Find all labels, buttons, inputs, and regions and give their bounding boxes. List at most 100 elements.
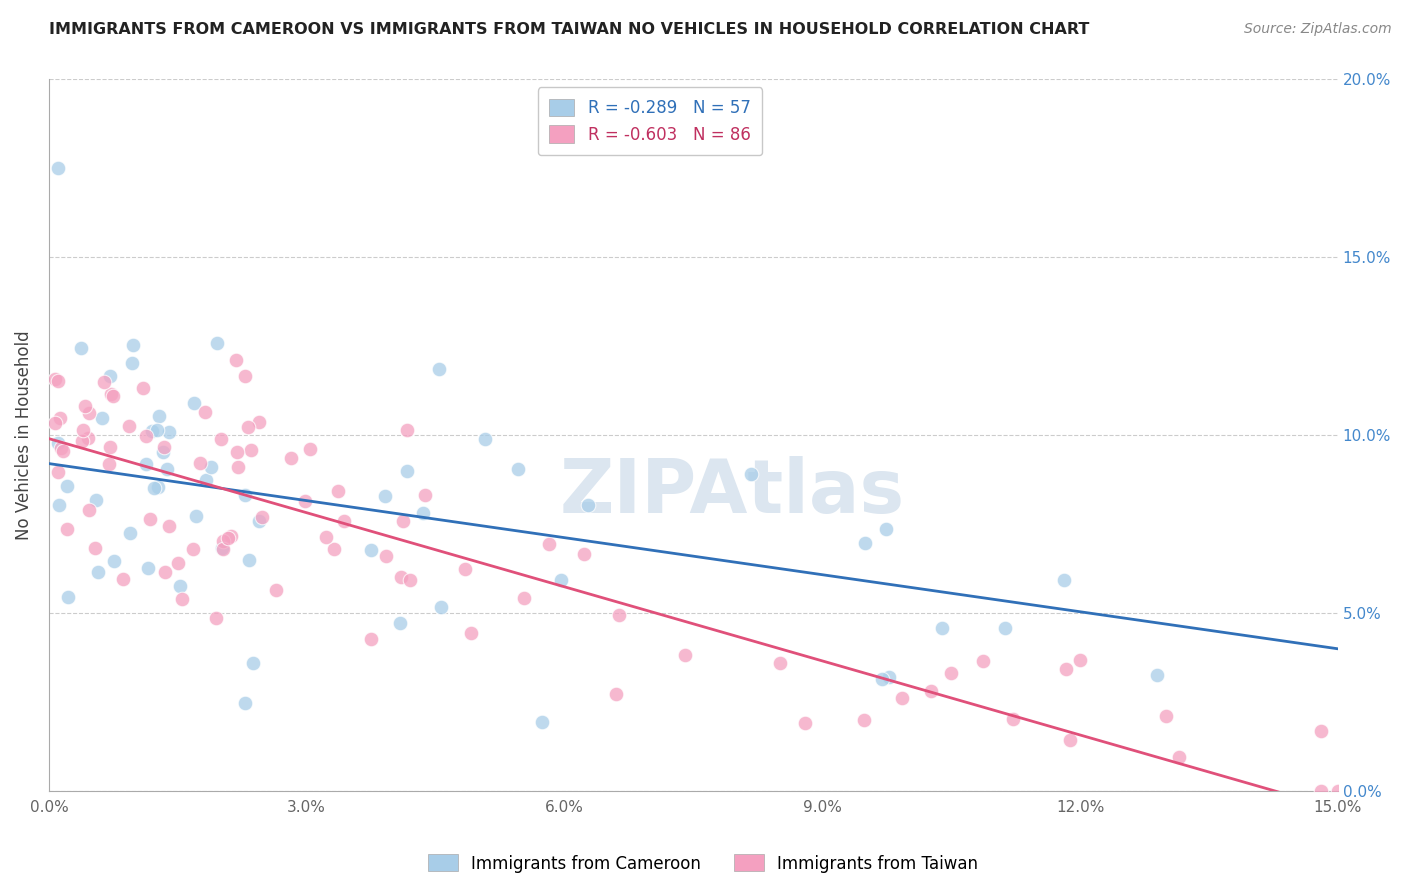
Point [46, 436, 69, 450]
Point [530, 714, 553, 729]
Point [188, 456, 211, 470]
Point [169, 579, 191, 593]
Point [46, 374, 69, 388]
Y-axis label: No Vehicles in Household: No Vehicles in Household [15, 330, 32, 540]
Point [430, 599, 453, 614]
Point [506, 461, 529, 475]
Point [769, 656, 792, 670]
Point [233, 696, 256, 710]
Point [740, 467, 762, 481]
Point [46, 161, 69, 175]
Point [103, 554, 125, 568]
Point [240, 442, 263, 457]
Point [148, 409, 170, 424]
Point [186, 508, 208, 523]
Point [1167, 750, 1189, 764]
Point [194, 474, 217, 488]
Point [49, 441, 72, 455]
Point [118, 418, 141, 433]
Point [219, 529, 242, 543]
Point [939, 665, 962, 680]
Point [83, 541, 105, 555]
Point [122, 338, 145, 352]
Point [793, 715, 815, 730]
Point [44, 416, 66, 430]
Point [395, 423, 418, 437]
Point [395, 464, 418, 478]
Point [121, 356, 143, 370]
Point [322, 541, 344, 556]
Legend: Immigrants from Cameroon, Immigrants from Taiwan: Immigrants from Cameroon, Immigrants fro… [420, 847, 986, 880]
Point [194, 405, 217, 419]
Point [181, 541, 204, 556]
Point [157, 518, 180, 533]
Point [1054, 662, 1077, 676]
Point [294, 493, 316, 508]
Point [70, 434, 93, 448]
Point [138, 561, 160, 575]
Point [77, 406, 100, 420]
Point [56, 479, 79, 493]
Point [550, 573, 572, 587]
Point [90, 411, 112, 425]
Point [315, 530, 337, 544]
Point [101, 389, 124, 403]
Point [537, 537, 560, 551]
Point [238, 552, 260, 566]
Point [211, 541, 233, 556]
Point [299, 442, 322, 456]
Point [389, 615, 412, 630]
Point [242, 656, 264, 670]
Point [166, 557, 188, 571]
Point [226, 445, 249, 459]
Point [427, 362, 450, 376]
Point [931, 621, 953, 635]
Point [204, 611, 226, 625]
Point [86, 492, 108, 507]
Point [145, 423, 167, 437]
Point [183, 396, 205, 410]
Point [98, 369, 121, 384]
Point [389, 569, 412, 583]
Point [332, 514, 354, 528]
Text: Source: ZipAtlas.com: Source: ZipAtlas.com [1244, 22, 1392, 37]
Point [156, 462, 179, 476]
Point [972, 654, 994, 668]
Point [360, 542, 382, 557]
Text: ZIPAtlas: ZIPAtlas [560, 456, 904, 529]
Point [853, 714, 876, 728]
Point [100, 440, 122, 454]
Point [1059, 733, 1081, 747]
Point [132, 380, 155, 394]
Point [120, 526, 142, 541]
Point [1309, 784, 1331, 798]
Point [52, 444, 75, 458]
Point [142, 481, 165, 495]
Point [48, 498, 70, 512]
Point [474, 432, 496, 446]
Point [513, 591, 536, 606]
Point [217, 531, 239, 545]
Point [44, 372, 66, 386]
Point [155, 565, 177, 579]
Point [415, 488, 437, 502]
Point [73, 399, 96, 413]
Point [170, 592, 193, 607]
Point [77, 431, 100, 445]
Point [72, 423, 94, 437]
Point [460, 625, 482, 640]
Point [374, 489, 396, 503]
Point [212, 533, 235, 548]
Point [93, 375, 115, 389]
Point [875, 522, 897, 536]
Point [209, 433, 232, 447]
Point [280, 450, 302, 465]
Point [412, 506, 434, 520]
Point [891, 691, 914, 706]
Point [152, 445, 174, 459]
Point [1146, 668, 1168, 682]
Point [212, 542, 235, 557]
Point [454, 562, 477, 576]
Text: IMMIGRANTS FROM CAMEROON VS IMMIGRANTS FROM TAIWAN NO VEHICLES IN HOUSEHOLD CORR: IMMIGRANTS FROM CAMEROON VS IMMIGRANTS F… [49, 22, 1090, 37]
Point [225, 353, 247, 368]
